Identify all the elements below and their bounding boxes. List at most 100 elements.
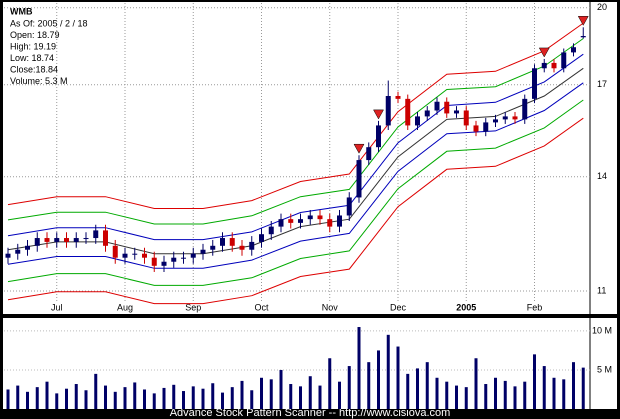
candle-body: [415, 116, 420, 126]
candle-body: [385, 95, 391, 126]
candle-body: [346, 197, 352, 216]
volume-bar: [581, 367, 585, 409]
candle-body: [103, 230, 108, 246]
volume-bar: [16, 385, 20, 409]
volume-bar: [308, 376, 312, 409]
volume-bar: [104, 385, 107, 409]
x-tick-label: Feb: [527, 302, 543, 312]
volume-bar: [123, 387, 127, 409]
candle-body: [249, 241, 255, 250]
y-tick-label: 5 M: [597, 364, 612, 374]
info-line: Close:18.84: [10, 64, 58, 74]
volume-bar: [523, 381, 527, 409]
candle-body: [34, 238, 40, 246]
volume-bar: [260, 377, 263, 409]
volume-bar: [425, 362, 429, 409]
info-line: Open: 18.79: [10, 30, 60, 40]
candle-body: [307, 215, 313, 220]
band-line: [7, 117, 584, 305]
y-tick-label: 14: [597, 171, 607, 181]
candle-body: [200, 249, 206, 254]
volume-bar: [377, 350, 380, 409]
x-tick-label: Oct: [254, 302, 269, 312]
volume-bar: [279, 369, 283, 409]
candle-body: [229, 238, 235, 246]
y-tick-label: 11: [597, 285, 606, 295]
volume-bar: [513, 386, 517, 409]
band-line: [7, 22, 584, 209]
candle-body: [493, 119, 498, 123]
volume-bar: [318, 385, 322, 409]
candle-body: [93, 230, 99, 239]
volume-bar: [406, 373, 410, 409]
volume-bar: [562, 379, 566, 409]
candle-body: [44, 238, 50, 242]
band-line: [7, 82, 584, 269]
volume-bar: [435, 377, 439, 409]
volume-bar: [416, 368, 419, 409]
signal-marker: [538, 47, 550, 58]
signal-marker: [353, 143, 365, 154]
candle-body: [366, 147, 372, 161]
candle-body: [463, 110, 469, 126]
candle-body: [181, 257, 186, 259]
candle-body: [376, 125, 381, 148]
volume-bar: [338, 381, 341, 409]
candle-body: [259, 234, 264, 242]
volume-bar: [250, 390, 254, 409]
candle-body: [73, 238, 79, 242]
candle-body: [112, 245, 118, 258]
volume-bar: [133, 382, 137, 409]
volume-bar: [542, 366, 546, 409]
candle-body: [151, 257, 157, 266]
volume-bar: [396, 346, 400, 409]
volume-bar: [152, 393, 156, 409]
volume-bar: [347, 366, 351, 409]
volume-bar: [191, 386, 195, 409]
candle-body: [424, 110, 430, 117]
volume-bar: [211, 383, 215, 409]
volume-bar: [328, 358, 332, 409]
candle-body: [337, 215, 342, 227]
candle-body: [132, 253, 138, 255]
info-line: As Of: 2005 / 2 / 18: [10, 18, 88, 28]
volume-bar: [201, 388, 205, 409]
candle-body: [434, 101, 440, 111]
volume-bar: [65, 388, 68, 409]
candle-body: [454, 110, 459, 114]
candle-body: [512, 116, 518, 120]
candle-body: [580, 36, 586, 38]
candle-body: [220, 238, 225, 246]
candle-body: [15, 249, 21, 254]
volume-bar: [299, 386, 302, 409]
candle-body: [522, 98, 528, 120]
candle-body: [298, 219, 303, 223]
volume-bar: [35, 387, 39, 409]
band-line: [7, 38, 584, 225]
volume-bar: [113, 391, 117, 409]
candle-body: [405, 98, 411, 126]
footer: Advance Stock Pattern Scanner -- http://…: [170, 407, 451, 419]
y-tick-label: 17: [597, 79, 607, 89]
candle-body: [239, 245, 245, 250]
candle-body: [317, 215, 323, 220]
volume-bar: [94, 373, 98, 409]
volume-bar: [172, 384, 176, 409]
volume-bar: [572, 362, 575, 409]
x-tick-label: Nov: [322, 302, 339, 312]
candle-body: [502, 116, 508, 120]
candle-body: [288, 219, 294, 223]
volume-bar: [503, 380, 507, 409]
candle-body: [532, 68, 537, 99]
volume-bar: [240, 380, 244, 409]
candle-body: [25, 245, 30, 250]
candle-body: [54, 238, 60, 242]
candle-body: [483, 122, 489, 132]
volume-bar: [162, 387, 166, 409]
volume-bar: [143, 389, 146, 409]
candle-body: [210, 245, 216, 250]
volume-bar: [445, 381, 449, 409]
volume-bar: [84, 390, 88, 409]
x-tick-label: Aug: [117, 302, 133, 312]
